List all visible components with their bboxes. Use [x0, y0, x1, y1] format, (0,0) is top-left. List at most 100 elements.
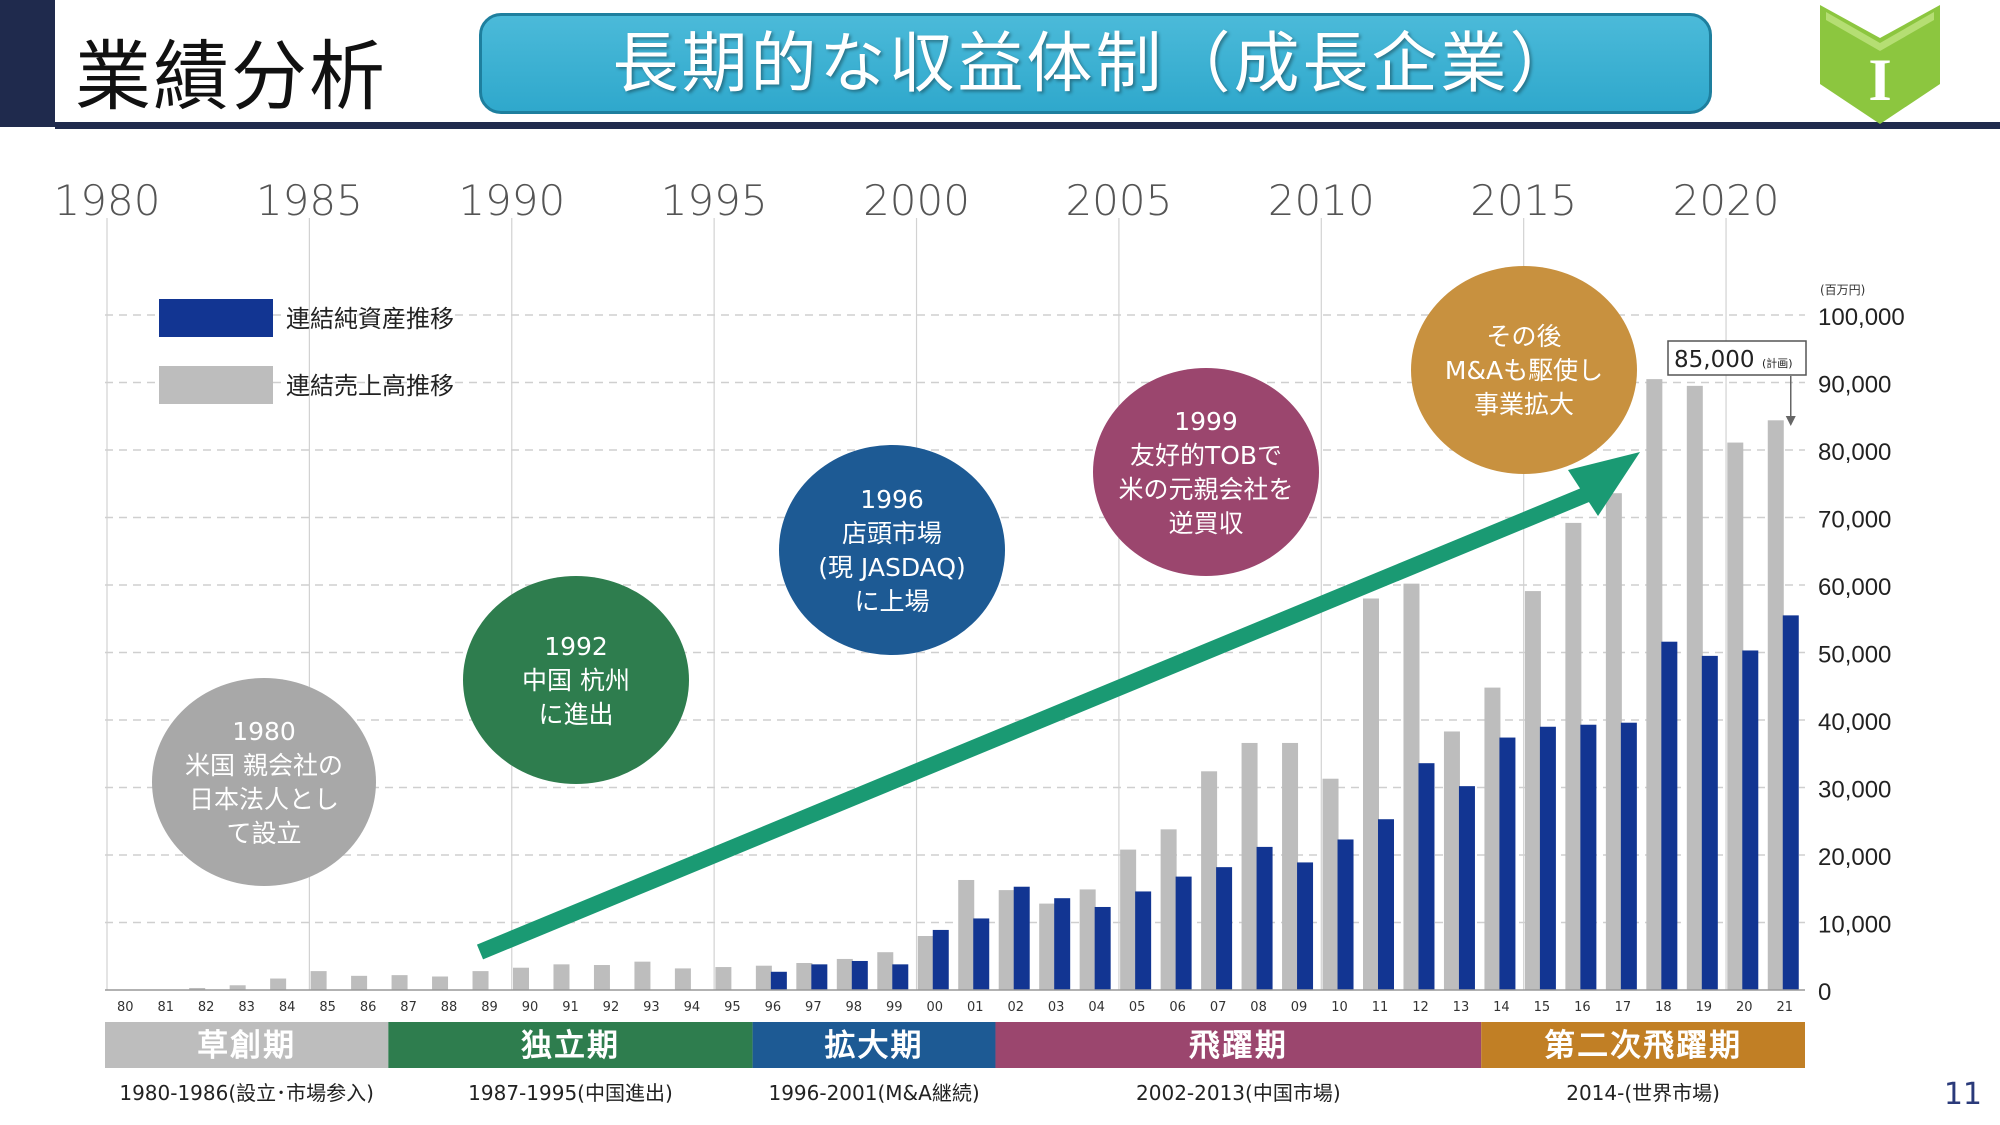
x-tick-label: 02 — [1007, 1000, 1024, 1015]
bar-net-assets — [1094, 906, 1111, 990]
phase-period: 2002-2013(中国市場) — [1136, 1081, 1341, 1105]
milestone-text: 1996 — [860, 485, 924, 514]
header-stripe — [0, 0, 55, 127]
phase-band — [752, 1022, 996, 1068]
x-tick-label: 08 — [1250, 1000, 1267, 1015]
plan-annotation-box — [1667, 340, 1807, 376]
y-tick-label: 60,000 — [1818, 574, 1891, 601]
year-label: 1980 — [54, 176, 161, 225]
x-tick-label: 00 — [926, 1000, 943, 1015]
header-banner: 長期的な収益体制（成長企業） — [479, 13, 1712, 114]
y-tick-label: 30,000 — [1818, 777, 1891, 804]
bar-sales — [472, 971, 489, 990]
bar-net-assets — [973, 918, 990, 990]
bar-net-assets — [1054, 898, 1071, 990]
phase-band — [1481, 1022, 1805, 1068]
x-tick-label: 19 — [1696, 1000, 1713, 1015]
milestone-text: 中国 杭州 — [522, 666, 630, 695]
x-tick-label: 99 — [886, 1000, 903, 1015]
bar-net-assets — [770, 971, 787, 990]
phase-band — [995, 1022, 1482, 1068]
x-tick-label: 06 — [1169, 1000, 1186, 1015]
bar-net-assets — [1458, 786, 1475, 990]
bar-net-assets — [1216, 867, 1233, 990]
x-tick-label: 83 — [238, 1000, 255, 1015]
phase-label: 第二次飛躍期 — [1544, 1028, 1742, 1064]
year-label: 1995 — [661, 176, 768, 225]
bar-net-assets — [892, 964, 909, 990]
x-tick-label: 81 — [157, 1000, 174, 1015]
year-label: 2005 — [1065, 176, 1172, 225]
phase-period: 1996-2001(M&A継続) — [768, 1081, 979, 1105]
year-label: 2020 — [1673, 176, 1780, 225]
phase-band — [388, 1022, 753, 1068]
bar-sales — [674, 968, 691, 990]
bar-net-assets — [1337, 839, 1354, 990]
phase-period: 2014-(世界市場) — [1566, 1081, 1720, 1105]
bar-sales — [432, 976, 449, 990]
x-tick-label: 11 — [1372, 1000, 1389, 1015]
bar-sales — [1160, 829, 1177, 990]
bar-sales — [1079, 889, 1096, 990]
bar-net-assets — [1378, 819, 1394, 990]
x-tick-label: 05 — [1129, 1000, 1146, 1015]
year-label: 1985 — [256, 176, 363, 225]
x-tick-label: 97 — [805, 1000, 822, 1015]
plan-annotation-value: 85,000 — [1674, 347, 1754, 373]
milestone-text: 事業拡大 — [1474, 390, 1574, 419]
x-tick-label: 88 — [441, 1000, 458, 1015]
y-tick-label: 0 — [1818, 979, 1831, 1006]
bar-sales — [513, 967, 529, 990]
bar-sales — [877, 952, 894, 990]
bar-sales — [1443, 731, 1460, 990]
milestone-text: その後 — [1486, 322, 1561, 351]
bar-net-assets — [1418, 763, 1435, 990]
plan-annotation-note: (計画) — [1762, 356, 1793, 370]
header-divider — [55, 122, 2000, 129]
x-tick-label: 84 — [279, 1000, 296, 1015]
x-tick-label: 15 — [1534, 1000, 1551, 1015]
phase-period: 1987-1995(中国進出) — [468, 1081, 673, 1105]
bar-sales — [1605, 493, 1622, 990]
bar-sales — [553, 964, 570, 990]
bar-sales — [836, 958, 853, 990]
year-label: 2015 — [1470, 176, 1577, 225]
y-axis-unit: (百万円) — [1820, 283, 1865, 297]
x-tick-label: 03 — [1048, 1000, 1065, 1015]
phase-band — [105, 1022, 389, 1068]
x-tick-label: 90 — [522, 1000, 539, 1015]
y-tick-label: 100,000 — [1818, 304, 1905, 331]
x-tick-label: 80 — [117, 1000, 134, 1015]
milestone-text: に上場 — [854, 587, 929, 616]
x-tick-label: 93 — [643, 1000, 660, 1015]
milestone-circle — [1093, 368, 1319, 576]
milestone-text: 1992 — [544, 632, 608, 661]
bar-sales — [958, 879, 975, 990]
x-tick-label: 16 — [1574, 1000, 1591, 1015]
legend-label-net-assets: 連結純資産推移 — [286, 305, 454, 333]
bar-net-assets — [932, 929, 949, 990]
x-tick-label: 89 — [481, 1000, 498, 1015]
page-title: 業績分析 — [75, 32, 387, 121]
bar-net-assets — [1620, 722, 1637, 990]
legend-label-sales: 連結売上高推移 — [286, 372, 454, 400]
phase-label: 飛躍期 — [1189, 1028, 1288, 1064]
x-tick-label: 21 — [1776, 1000, 1793, 1015]
growth-arrow-head — [1568, 452, 1640, 516]
phase-period: 1980-1986(設立･市場参入) — [119, 1081, 374, 1105]
milestone-text: に進出 — [538, 700, 613, 729]
milestone-text: 友好的TOBで — [1130, 441, 1282, 470]
bar-net-assets — [811, 964, 828, 990]
milestone-text: て設立 — [226, 819, 301, 848]
bar-sales — [1484, 687, 1501, 990]
y-tick-label: 80,000 — [1818, 439, 1891, 466]
bar-sales — [998, 890, 1015, 990]
x-tick-label: 12 — [1412, 1000, 1429, 1015]
bar-net-assets — [1175, 876, 1192, 990]
plan-annotation-arrowhead — [1785, 416, 1796, 426]
bar-net-assets — [1661, 641, 1678, 990]
bar-sales — [189, 987, 206, 990]
milestone-text: 米国 親会社の — [185, 751, 343, 780]
year-label: 2010 — [1268, 176, 1375, 225]
